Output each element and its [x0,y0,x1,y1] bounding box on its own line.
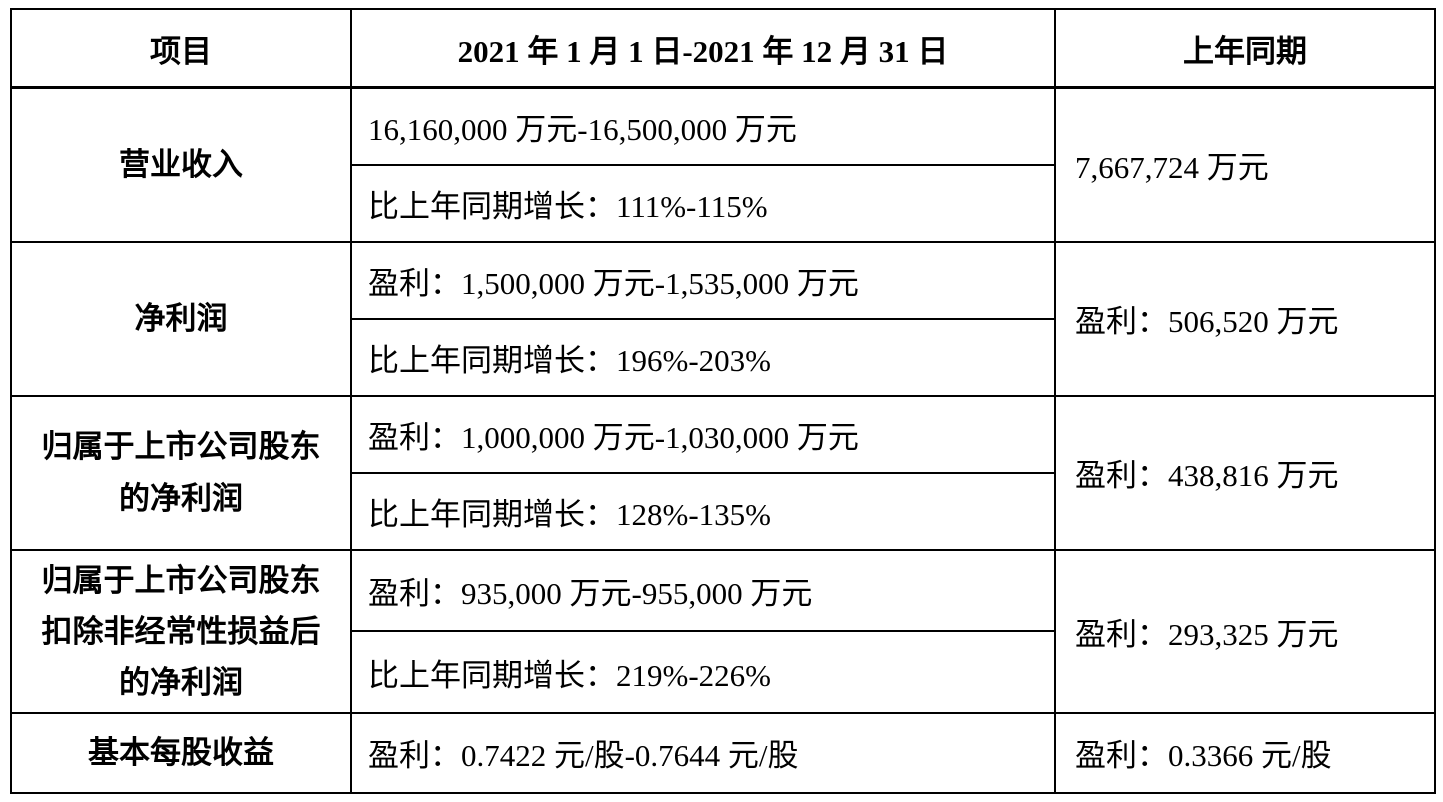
table-row: 比上年同期增长：128%-135% [11,471,1435,551]
earnings-forecast-table: 项目 2021 年 1 月 1 日-2021 年 12 月 31 日 上年同期 … [10,8,1436,794]
item-label-deducted-profit: 归属于上市公司股东 扣除非经常性损益后 的净利润 [10,548,352,714]
deducted-profit-growth-value: 比上年同期增长：219%-226% [350,630,1056,714]
table-row: 比上年同期增长：196%-203% [11,317,1435,397]
header-prior-period: 上年同期 [1054,8,1436,89]
revenue-prior-value: 7,667,724 万元 [1054,86,1436,243]
table-row: 归属于上市公司股东 的净利润 盈利：1,000,000 万元-1,030,000… [10,394,1436,551]
net-profit-prior-value: 盈利：506,520 万元 [1054,240,1436,397]
item-label-eps: 基本每股收益 [10,711,352,794]
header-item: 项目 [10,8,352,89]
table-row: 净利润 盈利：1,500,000 万元-1,535,000 万元 盈利：506,… [10,240,1436,397]
deducted-profit-range-value: 盈利：935,000 万元-955,000 万元 [350,548,1056,633]
attributable-profit-growth-value: 比上年同期增长：128%-135% [350,471,1056,551]
table-header-row: 项目 2021 年 1 月 1 日-2021 年 12 月 31 日 上年同期 [10,8,1436,89]
attributable-profit-range-value: 盈利：1,000,000 万元-1,030,000 万元 [350,394,1056,474]
eps-range-value: 盈利：0.7422 元/股-0.7644 元/股 [350,711,1056,794]
net-profit-growth-value: 比上年同期增长：196%-203% [350,317,1056,397]
item-label-revenue: 营业收入 [10,86,352,243]
net-profit-range-value: 盈利：1,500,000 万元-1,535,000 万元 [350,240,1056,320]
table-row: 比上年同期增长：111%-115% [11,163,1435,243]
table-row: 营业收入 16,160,000 万元-16,500,000 万元 7,667,7… [10,86,1436,243]
item-label-attributable-profit: 归属于上市公司股东 的净利润 [10,394,352,551]
table-row: 归属于上市公司股东 扣除非经常性损益后 的净利润 盈利：935,000 万元-9… [10,548,1436,714]
revenue-growth-value: 比上年同期增长：111%-115% [350,163,1056,243]
deducted-profit-prior-value: 盈利：293,325 万元 [1054,548,1436,714]
table-row: 比上年同期增长：219%-226% [11,630,1435,714]
attributable-profit-prior-value: 盈利：438,816 万元 [1054,394,1436,551]
eps-prior-value: 盈利：0.3366 元/股 [1054,711,1436,794]
header-period: 2021 年 1 月 1 日-2021 年 12 月 31 日 [350,8,1056,89]
table-row: 基本每股收益 盈利：0.7422 元/股-0.7644 元/股 盈利：0.336… [10,711,1436,794]
revenue-range-value: 16,160,000 万元-16,500,000 万元 [350,86,1056,166]
item-label-net-profit: 净利润 [10,240,352,397]
